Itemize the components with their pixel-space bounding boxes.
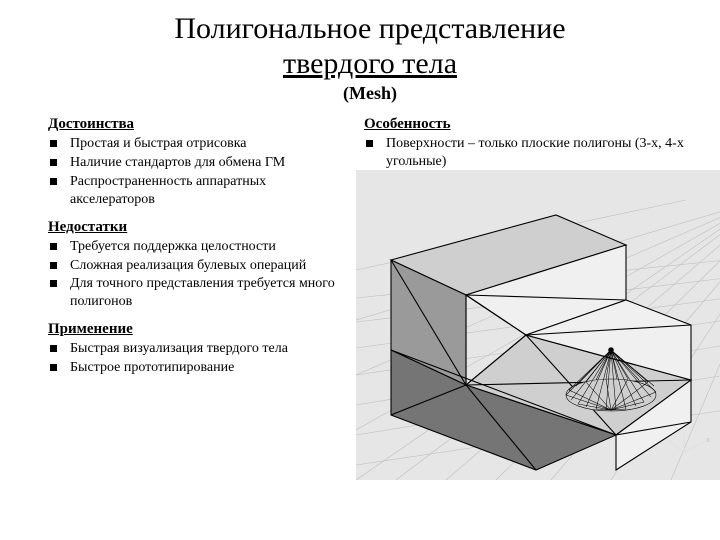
disadvantages-list: Требуется поддержка целостности Сложная … <box>48 238 348 312</box>
content-columns: Достоинства Простая и быстрая отрисовка … <box>48 110 692 387</box>
left-column: Достоинства Простая и быстрая отрисовка … <box>48 110 348 387</box>
advantages-heading: Достоинства <box>48 116 348 133</box>
application-list: Быстрая визуализация твердого тела Быстр… <box>48 340 348 377</box>
disadvantages-heading: Недостатки <box>48 219 348 236</box>
list-item: Требуется поддержка целостности <box>48 238 348 256</box>
list-item: Быстрая визуализация твердого тела <box>48 340 348 358</box>
mesh-svg: x y z <box>356 170 720 480</box>
application-heading: Применение <box>48 321 348 338</box>
list-item: Для точного представления требуется мног… <box>48 275 348 311</box>
features-heading: Особенность <box>364 116 692 133</box>
list-item: Сложная реализация булевых операций <box>48 257 348 275</box>
title-line2: твердого тела <box>283 47 457 80</box>
title-line1: Полигональное представление <box>174 12 565 45</box>
slide: Полигональное представление твердого тел… <box>0 0 720 540</box>
subtitle: (Mesh) <box>48 83 692 104</box>
advantages-list: Простая и быстрая отрисовка Наличие стан… <box>48 135 348 209</box>
list-item: Распространенность аппаратных акселерато… <box>48 173 348 209</box>
list-item: Простая и быстрая отрисовка <box>48 135 348 153</box>
right-column: Особенность Поверхности – только плоские… <box>364 110 692 387</box>
list-item: Поверхности – только плоские полигоны (3… <box>364 135 692 171</box>
mesh-figure: x y z <box>356 170 720 480</box>
slide-title: Полигональное представление твердого тел… <box>48 12 692 81</box>
list-item: Наличие стандартов для обмена ГМ <box>48 154 348 172</box>
svg-text:x: x <box>706 435 710 444</box>
list-item: Быстрое прототипирование <box>48 359 348 377</box>
